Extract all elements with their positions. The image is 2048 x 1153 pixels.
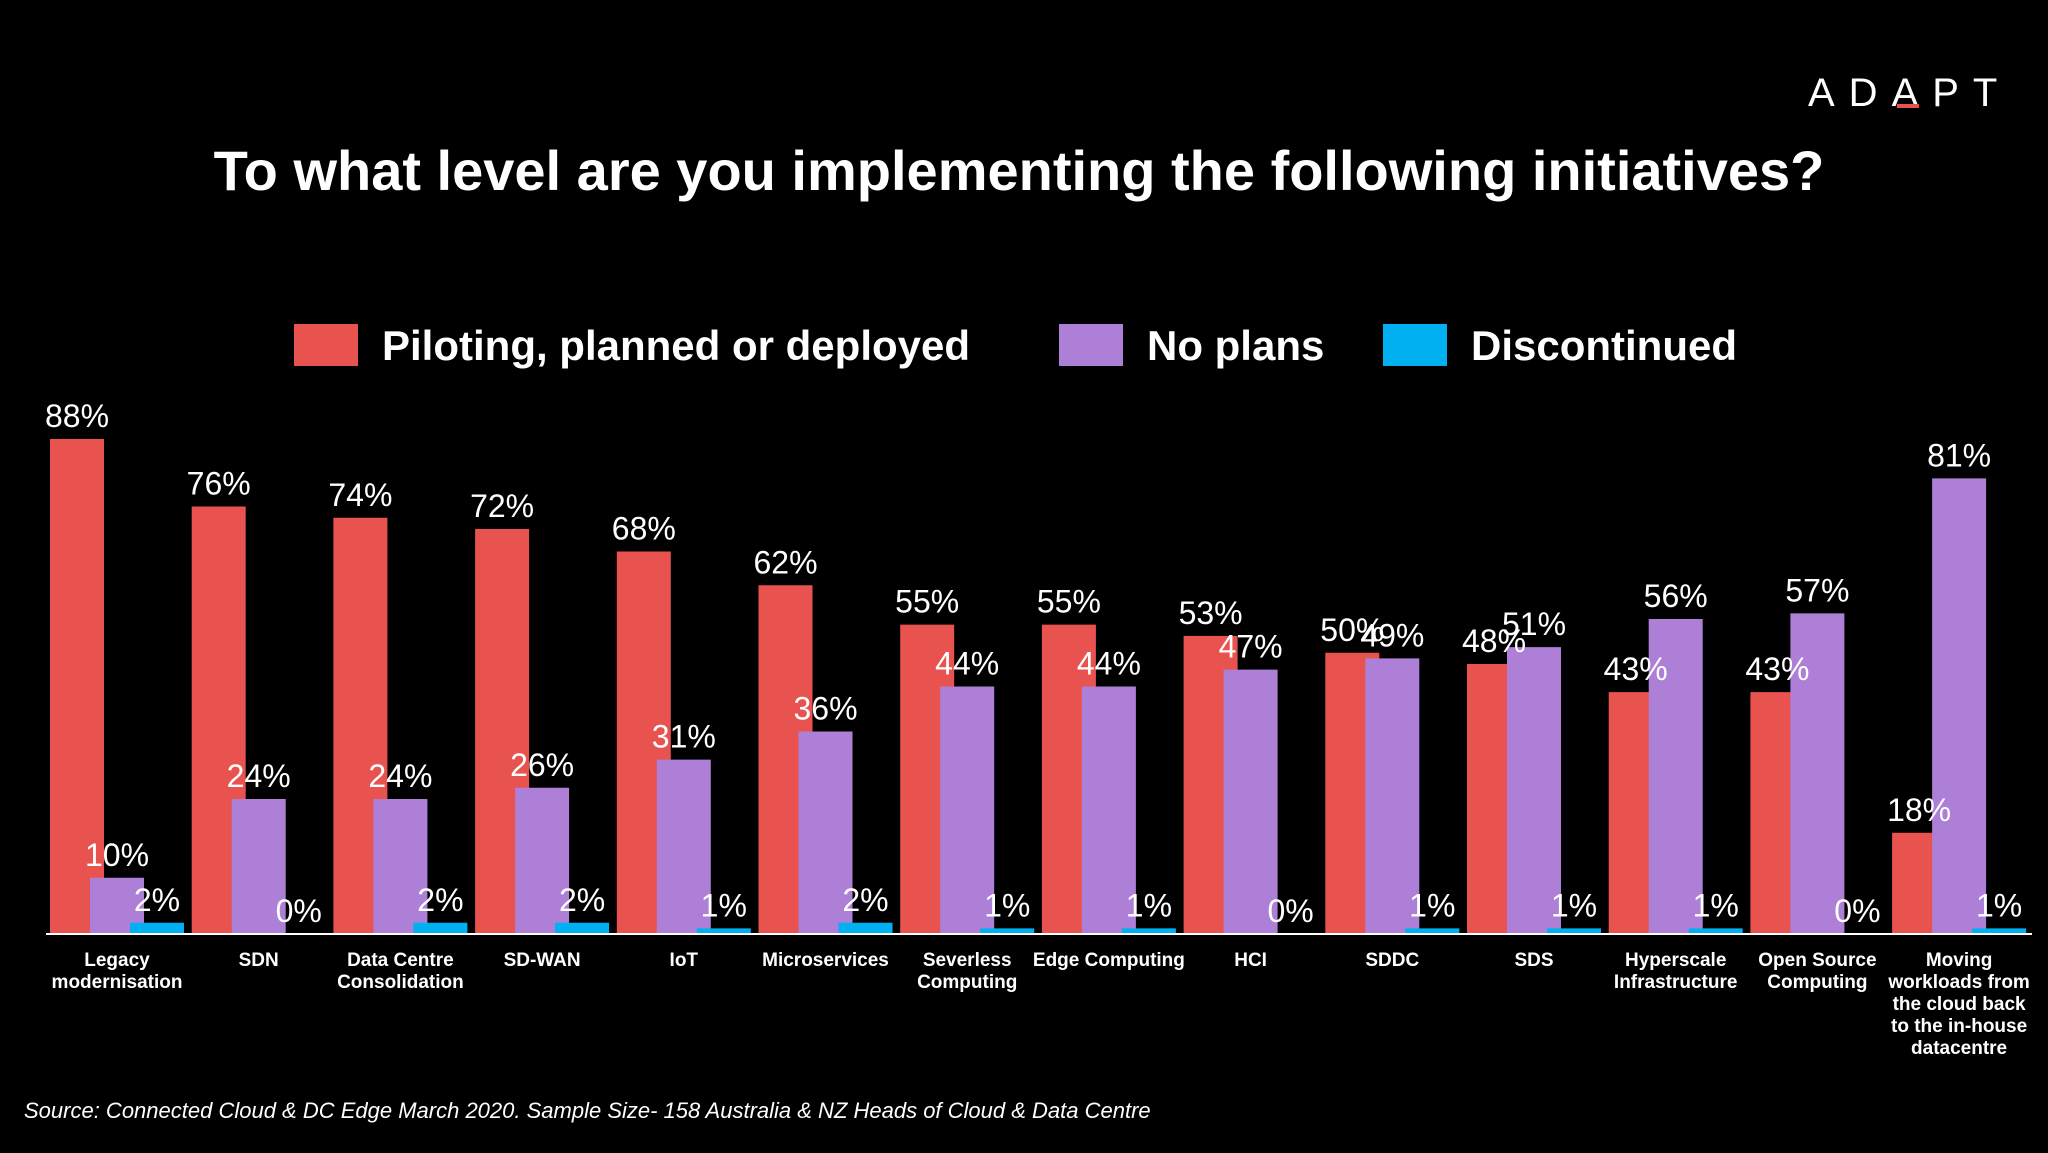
- value-label-1-10: 50%: [1320, 612, 1384, 648]
- bar-2-10: [1365, 658, 1420, 934]
- value-label-2-2: 24%: [227, 758, 291, 794]
- value-label-3-2: 0%: [276, 893, 322, 929]
- value-label-1-3: 74%: [328, 477, 392, 513]
- bar-3-4: [555, 922, 610, 934]
- value-label-1-9: 53%: [1179, 595, 1243, 631]
- value-label-1-11: 48%: [1462, 623, 1526, 659]
- bar-2-9: [1223, 669, 1278, 934]
- value-label-2-8: 44%: [1077, 646, 1141, 682]
- category-label-10: SDDC: [1365, 950, 1419, 971]
- value-label-1-13: 43%: [1745, 651, 1809, 687]
- chart-title: To what level are you implementing the f…: [214, 139, 1825, 202]
- category-label-8: Edge Computing: [1033, 950, 1185, 971]
- category-label-2: SDN: [239, 950, 279, 971]
- value-label-2-6: 36%: [793, 691, 857, 727]
- category-label-5: IoT: [670, 950, 699, 971]
- value-label-3-9: 0%: [1267, 893, 1313, 929]
- value-label-3-4: 2%: [559, 882, 605, 918]
- bar-3-1: [130, 922, 184, 934]
- category-label-14: Moving workloads from the cloud back to the…: [1887, 950, 2029, 1059]
- legend-swatch-3: [1383, 324, 1447, 366]
- bar-3-6: [838, 922, 893, 934]
- value-label-2-14: 81%: [1927, 437, 1991, 473]
- bar-2-14: [1932, 478, 1987, 934]
- bar-2-11: [1507, 647, 1561, 934]
- value-label-2-5: 31%: [652, 719, 716, 755]
- legend-label-1: Piloting, planned or deployed: [382, 322, 970, 369]
- bar-2-8: [1081, 686, 1136, 934]
- category-label-4: SD-WAN: [504, 950, 581, 971]
- value-label-1-6: 62%: [753, 544, 817, 580]
- value-label-3-5: 1%: [701, 887, 747, 923]
- bar-2-3: [373, 799, 428, 934]
- legend-label-3: Discontinued: [1471, 322, 1737, 369]
- category-label-6: Microservices: [762, 950, 889, 971]
- value-label-3-10: 1%: [1409, 887, 1455, 923]
- value-label-2-4: 26%: [510, 747, 574, 783]
- value-label-2-13: 57%: [1785, 572, 1849, 608]
- logo-accent-mark: [1897, 104, 1919, 108]
- legend-label-2: No plans: [1147, 322, 1324, 369]
- value-label-3-14: 1%: [1976, 887, 2022, 923]
- bar-3-7: [980, 928, 1035, 934]
- legend-swatch-1: [294, 324, 358, 366]
- category-label-11: SDS: [1514, 950, 1553, 971]
- value-label-2-9: 47%: [1219, 629, 1283, 665]
- category-label-12: Hyperscale Infrastructure: [1614, 950, 1738, 993]
- legend: Piloting, planned or deployed No plans Dis…: [294, 322, 1737, 369]
- value-label-3-8: 1%: [1126, 887, 1172, 923]
- value-label-1-8: 55%: [1037, 584, 1101, 620]
- bar-3-11: [1547, 928, 1601, 934]
- value-labels-group: 88% 10% 2% 76% 24% 0% 74% 24% 2% 72% 26% 2% 68% 31% 1%…: [45, 398, 2022, 929]
- category-label-9: HCI: [1234, 950, 1267, 971]
- value-label-1-14: 18%: [1887, 792, 1951, 828]
- logo-text: ADAPT: [1808, 71, 2011, 115]
- bar-1-1: [50, 439, 104, 934]
- value-label-1-2: 76%: [187, 466, 251, 502]
- bar-3-8: [1121, 928, 1176, 934]
- value-label-3-13: 0%: [1834, 893, 1880, 929]
- value-label-2-3: 24%: [368, 758, 432, 794]
- bars-group: [50, 439, 2027, 934]
- legend-swatch-2: [1059, 324, 1123, 366]
- value-label-2-11: 51%: [1502, 606, 1566, 642]
- bar-3-5: [696, 928, 751, 934]
- value-label-3-3: 2%: [417, 882, 463, 918]
- bar-2-4: [515, 787, 570, 934]
- value-label-1-7: 55%: [895, 584, 959, 620]
- bar-2-13: [1790, 613, 1845, 934]
- bar-2-7: [940, 686, 995, 934]
- bar-2-2: [231, 799, 286, 934]
- value-label-1-4: 72%: [470, 488, 534, 524]
- value-label-1-12: 43%: [1604, 651, 1668, 687]
- value-label-1-1: 88%: [45, 398, 109, 434]
- bar-2-12: [1648, 619, 1703, 934]
- adapt-logo: ADAPT: [1808, 71, 2011, 115]
- value-label-3-11: 1%: [1551, 887, 1597, 923]
- source-note: Source: Connected Cloud & DC Edge March …: [24, 1098, 1151, 1123]
- category-label-7: Severless Computing: [917, 950, 1017, 993]
- category-label-13: Open Source Computing: [1758, 950, 1876, 993]
- bar-3-3: [413, 922, 468, 934]
- bar-2-5: [656, 759, 711, 934]
- bar-3-10: [1405, 928, 1460, 934]
- value-label-3-7: 1%: [984, 887, 1030, 923]
- value-label-2-10: 49%: [1360, 617, 1424, 653]
- value-label-2-7: 44%: [935, 646, 999, 682]
- category-label-1: Legacy modernisation: [52, 950, 183, 993]
- bar-2-6: [798, 731, 853, 934]
- category-labels-group: Legacy modernisation SDN Data Centre Consoli…: [52, 950, 2030, 1059]
- value-label-2-1: 10%: [85, 837, 149, 873]
- category-label-3: Data Centre Consolidation: [337, 950, 464, 993]
- value-label-3-12: 1%: [1693, 887, 1739, 923]
- value-label-3-6: 2%: [842, 882, 888, 918]
- bar-3-12: [1688, 928, 1743, 934]
- value-label-2-12: 56%: [1644, 578, 1708, 614]
- value-label-1-5: 68%: [612, 511, 676, 547]
- bar-3-14: [1972, 928, 2027, 934]
- value-label-3-1: 2%: [134, 882, 180, 918]
